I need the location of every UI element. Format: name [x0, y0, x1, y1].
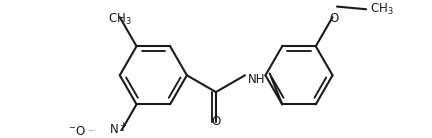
Text: O: O	[211, 115, 221, 128]
Text: O: O	[330, 12, 339, 25]
Text: N$^+$: N$^+$	[109, 123, 127, 138]
Text: CH$_3$: CH$_3$	[370, 2, 393, 17]
Text: $^{-}$O: $^{-}$O	[68, 125, 86, 138]
Text: CH$_3$: CH$_3$	[108, 12, 132, 27]
Text: NH: NH	[248, 73, 265, 86]
